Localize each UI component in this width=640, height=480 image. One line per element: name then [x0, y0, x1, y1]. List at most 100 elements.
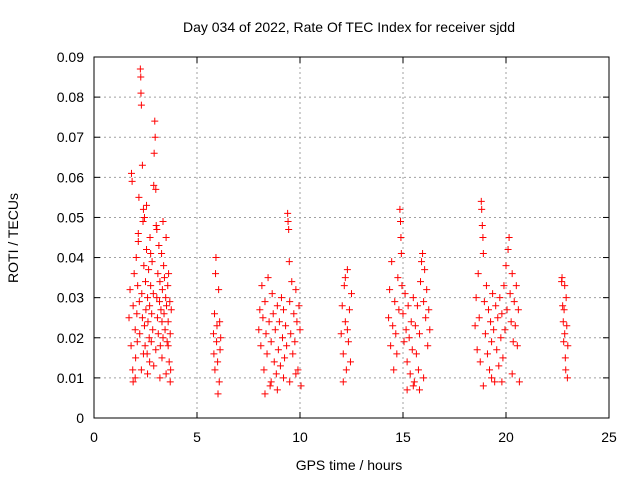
data-point: [162, 294, 170, 302]
data-point: [158, 286, 166, 294]
data-point: [559, 318, 567, 326]
data-point: [149, 290, 157, 298]
data-point: [501, 326, 509, 334]
data-point: [164, 318, 172, 326]
data-point: [418, 258, 426, 266]
data-point: [498, 378, 506, 386]
grid-lines: [94, 57, 609, 418]
data-point: [131, 374, 139, 382]
data-point: [483, 350, 491, 358]
data-point: [137, 73, 145, 81]
data-point: [137, 89, 145, 97]
data-point: [515, 378, 523, 386]
data-point: [337, 330, 345, 338]
data-point: [505, 234, 513, 241]
data-point: [150, 181, 158, 189]
data-point: [160, 274, 168, 282]
data-point: [142, 306, 150, 314]
data-point: [508, 370, 516, 378]
y-tick-label: 0.02: [57, 330, 84, 346]
data-point: [133, 338, 141, 346]
data-point: [139, 217, 147, 225]
data-point: [488, 338, 496, 346]
data-point: [387, 342, 395, 350]
data-point: [507, 318, 515, 326]
data-point: [148, 310, 156, 318]
data-point: [209, 330, 217, 338]
data-point: [426, 326, 434, 334]
data-point: [400, 338, 408, 346]
data-point: [420, 374, 428, 382]
data-point: [504, 246, 512, 254]
x-tick-label: 10: [292, 429, 308, 445]
data-point: [284, 217, 292, 225]
data-point: [269, 310, 277, 318]
data-point: [292, 370, 300, 378]
data-point: [513, 342, 521, 350]
data-point: [294, 366, 302, 374]
data-point: [473, 346, 481, 354]
data-point: [290, 310, 298, 318]
data-point: [160, 262, 168, 270]
data-point: [149, 326, 157, 334]
chart-title: Day 034 of 2022, Rate Of TEC Index for r…: [183, 19, 515, 35]
data-point: [154, 270, 162, 278]
data-point: [559, 302, 567, 310]
data-point: [212, 270, 220, 278]
data-point: [471, 322, 479, 330]
data-point: [419, 250, 427, 258]
data-point: [389, 322, 397, 330]
data-point: [413, 302, 421, 310]
data-point: [162, 234, 170, 241]
data-point: [496, 294, 504, 302]
data-point: [478, 221, 486, 229]
data-point: [160, 310, 168, 318]
data-point: [415, 330, 423, 338]
data-point: [267, 338, 275, 346]
data-point: [286, 378, 294, 386]
data-point: [211, 310, 219, 318]
data-point: [129, 302, 137, 310]
data-point: [142, 278, 149, 286]
data-point: [211, 366, 219, 374]
data-point: [407, 318, 415, 326]
data-point: [403, 386, 411, 394]
data-point: [261, 390, 269, 398]
data-point: [275, 318, 283, 326]
data-point: [145, 334, 153, 342]
data-point: [214, 358, 222, 366]
data-point: [424, 342, 432, 350]
data-point: [282, 322, 290, 330]
data-point: [405, 334, 413, 342]
data-point: [490, 326, 498, 334]
data-point: [276, 362, 284, 370]
data-point: [493, 346, 501, 354]
data-point: [338, 302, 346, 310]
data-point: [472, 294, 480, 302]
data-point: [264, 274, 272, 282]
data-point: [506, 290, 514, 298]
data-point: [273, 302, 281, 310]
data-point: [406, 370, 414, 378]
data-point: [296, 326, 304, 334]
data-point: [137, 101, 145, 109]
data-point: [563, 322, 571, 330]
y-tick-label: 0.08: [57, 89, 84, 105]
data-point: [402, 326, 410, 334]
data-point: [511, 322, 519, 330]
data-point: [494, 314, 502, 322]
data-point: [217, 334, 225, 342]
data-point: [487, 318, 495, 326]
data-point: [286, 298, 294, 306]
data-point: [146, 302, 154, 310]
data-point: [273, 386, 281, 394]
data-point: [488, 374, 496, 382]
data-point: [144, 370, 152, 378]
data-point: [260, 366, 268, 374]
data-point: [502, 262, 510, 270]
axis-ticks: [93, 56, 610, 419]
data-point: [561, 354, 569, 362]
data-point: [166, 330, 174, 338]
data-point: [167, 306, 175, 314]
